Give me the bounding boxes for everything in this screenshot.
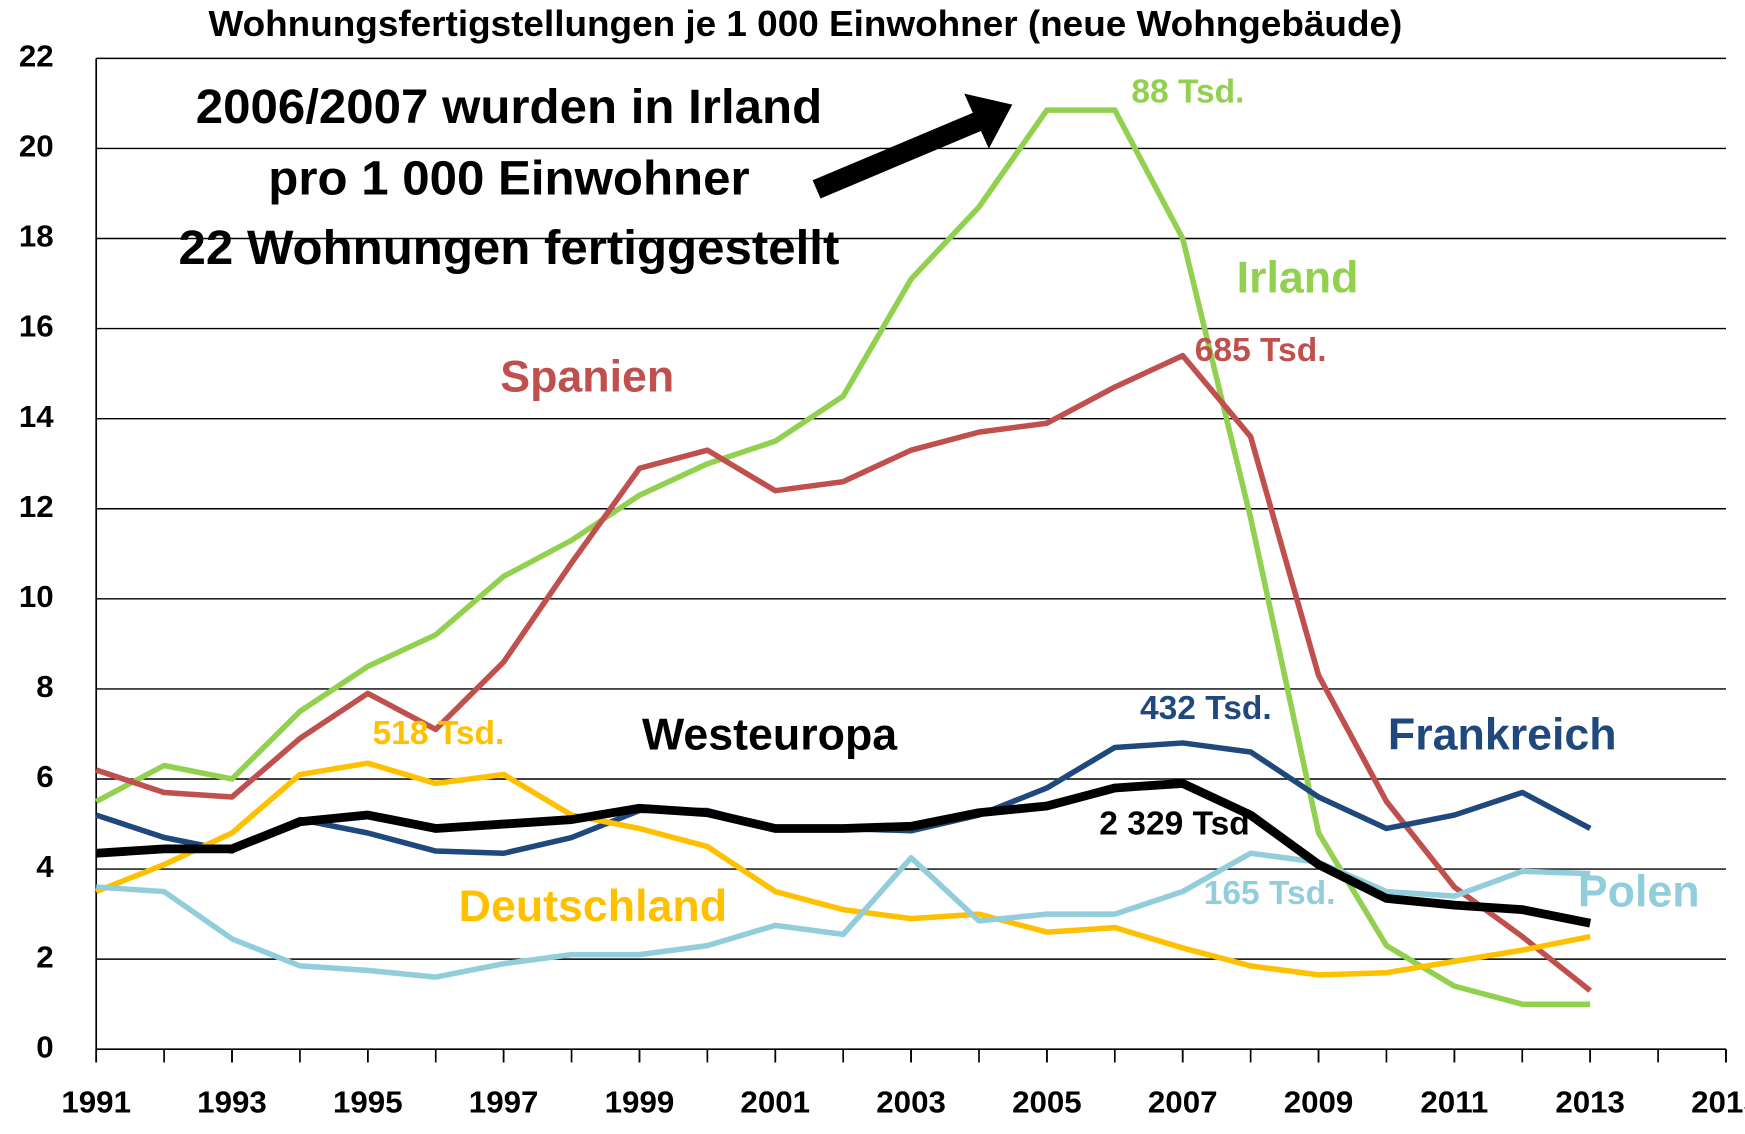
arrow-shaft xyxy=(812,111,983,199)
series-label: Irland xyxy=(1237,254,1359,303)
annotation: 22 Wohnungen fertiggestellt xyxy=(179,221,840,275)
annotation: 2006/2007 wurden in Irland xyxy=(196,80,822,134)
x-tick-label: 1997 xyxy=(469,1085,539,1120)
series-line xyxy=(95,779,1592,928)
annotation: 88 Tsd. xyxy=(1131,74,1244,111)
chart-title: Wohnungsfertigstellungen je 1 000 Einwoh… xyxy=(208,3,1402,44)
y-tick-label: 2 xyxy=(36,940,53,975)
y-tick-label: 22 xyxy=(19,39,54,74)
arrow-head xyxy=(964,93,1013,149)
x-tick-label: 2003 xyxy=(876,1085,946,1120)
y-tick-label: 0 xyxy=(36,1030,53,1065)
y-tick-label: 10 xyxy=(19,579,54,614)
series-label: Westeuropa xyxy=(642,711,897,760)
series-line xyxy=(95,760,1591,978)
x-tick-label: 1991 xyxy=(61,1085,131,1120)
x-tick-label: 2013 xyxy=(1555,1085,1625,1120)
x-tick-label: 2011 xyxy=(1420,1085,1488,1120)
annotation: 685 Tsd. xyxy=(1195,332,1327,369)
x-tick-label: 1995 xyxy=(333,1085,403,1120)
series-label: Spanien xyxy=(500,353,674,402)
y-tick-label: 16 xyxy=(19,309,54,344)
x-tick-label: 2001 xyxy=(740,1085,810,1120)
x-tick-label: 2007 xyxy=(1148,1085,1218,1120)
annotation: 2 329 Tsd xyxy=(1099,806,1249,843)
y-tick-label: 4 xyxy=(36,849,54,884)
y-tick-label: 6 xyxy=(36,759,53,794)
x-tick-label: 2005 xyxy=(1012,1085,1082,1120)
series-label: Frankreich xyxy=(1388,711,1617,760)
y-tick-label: 18 xyxy=(19,219,54,254)
annotation: 432 Tsd. xyxy=(1140,690,1272,727)
series-label: Deutschland xyxy=(459,882,727,931)
y-tick-label: 12 xyxy=(19,489,54,524)
series-line xyxy=(95,352,1592,993)
y-tick-label: 20 xyxy=(19,129,54,164)
x-tick-label: 2015 xyxy=(1691,1085,1745,1120)
annotation: 165 Tsd. xyxy=(1204,875,1336,912)
y-tick-label: 8 xyxy=(36,669,53,704)
x-tick-label: 2009 xyxy=(1284,1085,1354,1120)
y-tick-label: 14 xyxy=(19,399,55,434)
series-label: Polen xyxy=(1578,868,1700,917)
x-tick-label: 1999 xyxy=(605,1085,675,1120)
annotation: 518 Tsd. xyxy=(373,715,505,752)
annotation: pro 1 000 Einwohner xyxy=(268,152,749,206)
x-tick-label: 1993 xyxy=(197,1085,267,1120)
